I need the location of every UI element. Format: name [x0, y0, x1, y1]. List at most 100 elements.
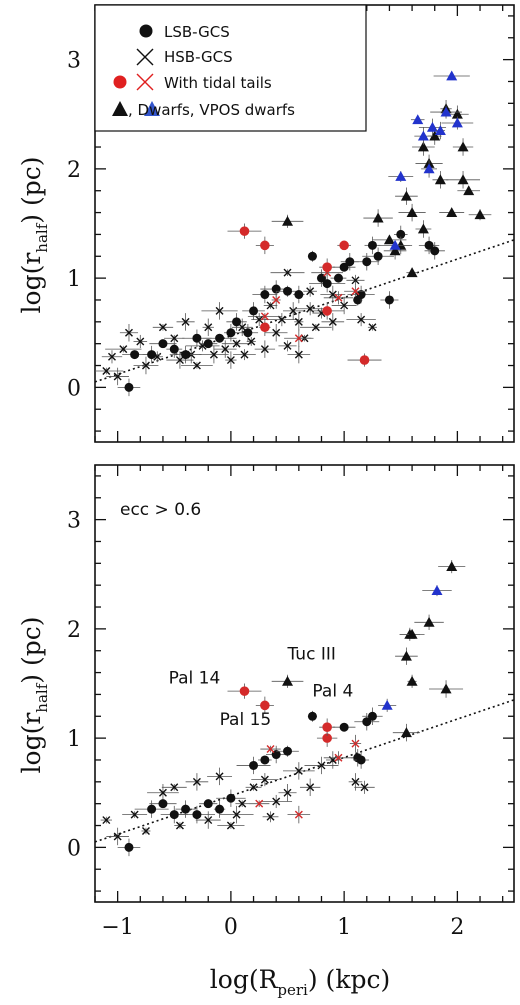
hsb-point — [317, 761, 326, 770]
legend-label-hsb: HSB-GCS — [164, 48, 233, 66]
hsb-point-stroke-b — [158, 323, 167, 332]
x-tick-label: 2 — [450, 915, 464, 940]
hsb-point — [283, 788, 292, 797]
lsb-point — [260, 755, 270, 765]
object-labels: Pal 14 Tuc III Pal 4 Pal 15 — [169, 644, 354, 730]
hsb-point-stroke-b — [272, 797, 281, 806]
tidal-cross-point — [334, 753, 343, 762]
hsb-point-stroke-b — [215, 772, 224, 781]
vpos-point — [431, 585, 443, 596]
hsb-point — [260, 775, 269, 784]
vpos-point — [389, 239, 401, 250]
hsb-point-stroke-b — [368, 323, 377, 332]
y-tick-label: 1 — [67, 727, 81, 752]
dwarf-point — [282, 215, 294, 226]
lsb-point — [215, 333, 225, 343]
object-label: Pal 14 — [169, 669, 221, 689]
hsb-point — [306, 783, 315, 792]
lsb-point — [147, 804, 157, 814]
x-tick-labels: −1 0 1 2 — [101, 915, 464, 940]
lsb-point — [169, 810, 179, 820]
vpos-point — [446, 70, 458, 81]
hsb-point — [204, 323, 213, 332]
dwarf-point — [406, 267, 418, 278]
tidal-cross-point — [351, 739, 360, 748]
hsb-point — [368, 323, 377, 332]
hsb-point — [175, 356, 184, 365]
y-axis-label-bottom-main: log(r — [17, 713, 46, 774]
dwarf-point — [417, 223, 429, 234]
vpos-point — [451, 117, 463, 128]
hsb-point — [272, 328, 281, 337]
dwarf-point — [389, 245, 401, 256]
tidal-cross-point-stroke-b — [334, 293, 343, 302]
hsb-point — [226, 821, 235, 830]
vpos-point — [426, 121, 438, 132]
hsb-point-stroke-b — [357, 315, 366, 324]
lsb-point — [249, 760, 259, 770]
hsb-point — [283, 341, 292, 350]
x-tick-label: 1 — [337, 915, 351, 940]
hsb-point — [328, 290, 337, 299]
tidal-cross-point — [272, 295, 281, 304]
lsb-point — [384, 295, 394, 305]
hsb-point — [221, 345, 230, 354]
hsb-point — [294, 766, 303, 775]
legend-marker-lsb — [139, 24, 153, 38]
hsb-point-stroke-b — [136, 337, 145, 346]
dwarf-point — [446, 561, 458, 572]
y-tick-label: 3 — [67, 509, 81, 534]
dwarf-point — [406, 675, 418, 686]
lsb-point — [333, 273, 343, 283]
x-axis-label-main: log(R — [210, 965, 279, 994]
x-axis-label-sub: peri — [277, 981, 308, 999]
lsb-point — [215, 804, 225, 814]
y-axis-label-bottom: log(rhalf) (pc) — [17, 617, 51, 774]
hsb-point-stroke-b — [351, 276, 360, 285]
hsb-point-stroke-b — [247, 337, 256, 346]
tidal-circle-point — [322, 306, 332, 316]
lsb-point — [362, 257, 372, 267]
tidal-cross-point — [266, 745, 275, 754]
lsb-point — [339, 722, 349, 732]
vpos-point — [423, 163, 435, 174]
hsb-point-stroke-b — [266, 812, 275, 821]
tidal-cross-point — [294, 334, 303, 343]
dwarf-point — [400, 650, 412, 661]
legend-marker-vpos — [144, 101, 160, 116]
tidal-cross-point-stroke-b — [272, 295, 281, 304]
hsb-point — [204, 816, 213, 825]
panel-annotation-ecc: ecc > 0.6 — [120, 500, 201, 520]
tidal-cross-point-stroke-b — [294, 334, 303, 343]
hsb-point-stroke-b — [107, 352, 116, 361]
hsb-point-stroke-b — [283, 341, 292, 350]
hsb-point-stroke-b — [175, 821, 184, 830]
lsb-point — [203, 339, 213, 349]
hsb-point-stroke-b — [232, 810, 241, 819]
y-tick-labels-top: 0 1 2 3 — [67, 49, 81, 402]
hsb-point-stroke-b — [294, 317, 303, 326]
tidal-circle-point — [339, 240, 349, 251]
y-axis-label-top-main: log(r — [17, 253, 46, 314]
lsb-point — [124, 842, 134, 852]
lsb-point — [169, 344, 179, 354]
tidal-circle-point — [260, 240, 270, 251]
hsb-point — [240, 350, 249, 359]
lsb-point — [283, 746, 293, 756]
hsb-point-stroke-b — [113, 832, 122, 841]
dwarf-point — [400, 727, 412, 738]
y-tick-label: 2 — [67, 158, 81, 183]
hsb-point — [107, 352, 116, 361]
hsb-point-stroke-b — [232, 339, 241, 348]
y-tick-labels-bottom: 0 1 2 3 — [67, 509, 81, 862]
hsb-point — [294, 317, 303, 326]
hsb-point — [170, 334, 179, 343]
hsb-point — [175, 821, 184, 830]
hsb-point — [266, 812, 275, 821]
hsb-point — [158, 788, 167, 797]
hsb-point-stroke-b — [360, 783, 369, 792]
hsb-point — [351, 276, 360, 285]
hsb-point — [215, 772, 224, 781]
tidal-cross-point — [334, 293, 343, 302]
